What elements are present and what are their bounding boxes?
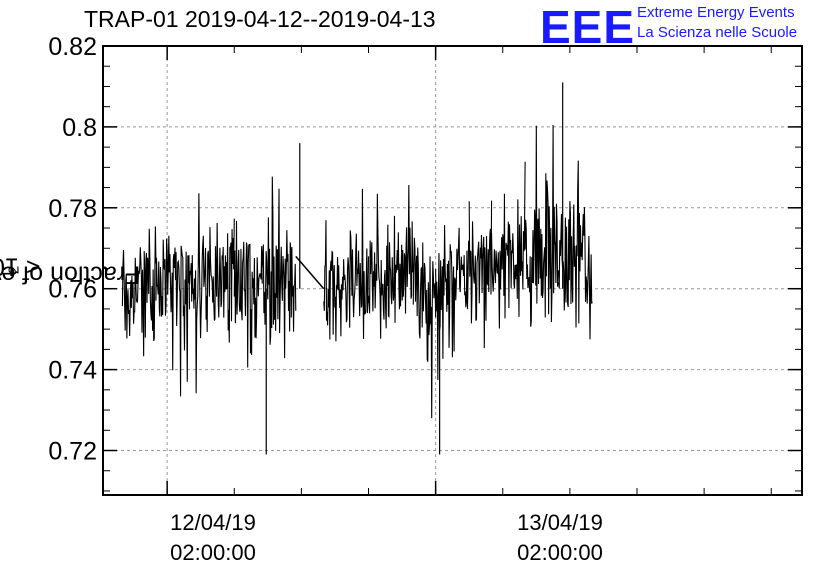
y-tick-label: 0.72: [48, 438, 97, 466]
series-line: [121, 82, 593, 455]
x-tick-1-time: 02:00:00: [170, 540, 256, 565]
x-tick-label-2: 13/04/19 02:00:00: [490, 508, 630, 568]
x-tick-2-time: 02:00:00: [517, 540, 603, 565]
logo-line-1: Extreme Energy Events: [637, 4, 795, 21]
y-tick-label: 0.74: [48, 357, 97, 385]
y-tick-label: 0.76: [48, 276, 97, 304]
logo-line-2: La Scienza nelle Scuole: [637, 24, 798, 41]
series-gap-connector: [295, 255, 325, 290]
plot-frame: [102, 45, 803, 496]
y-tick-label: 0.78: [48, 195, 97, 223]
x-tick-1-date: 12/04/19: [170, 510, 256, 535]
series-segment-1: [121, 176, 297, 397]
y-axis-label-rest: < 10.0: [0, 252, 41, 281]
x-tick-2-date: 13/04/19: [517, 510, 603, 535]
chart-title: TRAP-01 2019-04-12--2019-04-13: [84, 6, 436, 32]
eee-logo: EEE: [540, 1, 636, 53]
y-tick-label: 0.8: [62, 114, 97, 142]
axis-ticks: [103, 45, 802, 495]
series-segment-2: [323, 125, 593, 419]
y-tick-label: 0.82: [48, 33, 97, 61]
y-tick-labels: 0.72 0.74 0.76 0.78 0.8 0.82: [48, 33, 97, 466]
x-tick-label-1: 12/04/19 02:00:00: [143, 508, 283, 568]
